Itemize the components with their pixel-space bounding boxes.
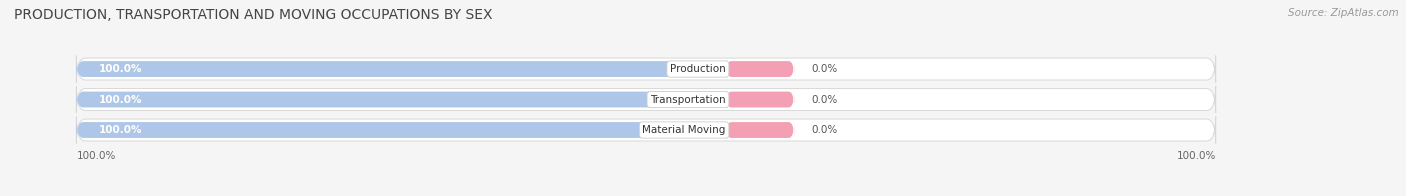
Text: 100.0%: 100.0% xyxy=(1177,151,1216,161)
Text: Transportation: Transportation xyxy=(650,94,725,104)
Text: 0.0%: 0.0% xyxy=(811,64,838,74)
Text: Material Moving: Material Moving xyxy=(643,125,725,135)
Text: 100.0%: 100.0% xyxy=(100,94,142,104)
Text: Source: ZipAtlas.com: Source: ZipAtlas.com xyxy=(1288,8,1399,18)
Text: 0.0%: 0.0% xyxy=(811,94,838,104)
FancyBboxPatch shape xyxy=(76,117,1216,143)
FancyBboxPatch shape xyxy=(76,89,725,110)
FancyBboxPatch shape xyxy=(725,61,794,77)
FancyBboxPatch shape xyxy=(76,86,1216,113)
FancyBboxPatch shape xyxy=(725,122,794,138)
FancyBboxPatch shape xyxy=(725,92,794,107)
Text: 100.0%: 100.0% xyxy=(100,125,142,135)
Text: 100.0%: 100.0% xyxy=(76,151,115,161)
Text: PRODUCTION, TRANSPORTATION AND MOVING OCCUPATIONS BY SEX: PRODUCTION, TRANSPORTATION AND MOVING OC… xyxy=(14,8,492,22)
Text: Production: Production xyxy=(671,64,725,74)
FancyBboxPatch shape xyxy=(76,120,725,140)
FancyBboxPatch shape xyxy=(76,56,1216,83)
Text: 100.0%: 100.0% xyxy=(100,64,142,74)
FancyBboxPatch shape xyxy=(76,59,725,79)
Text: 0.0%: 0.0% xyxy=(811,125,838,135)
